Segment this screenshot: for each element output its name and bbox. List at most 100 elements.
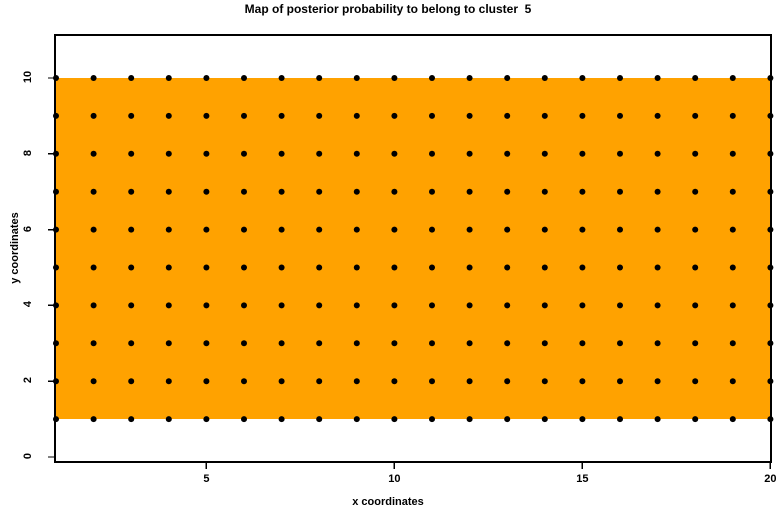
data-point (128, 340, 135, 347)
data-point (241, 416, 247, 423)
data-point (278, 416, 285, 423)
data-point (617, 188, 623, 195)
data-point (504, 264, 511, 271)
data-point (203, 112, 210, 119)
data-point (504, 378, 511, 385)
y-tick-label: 8 (22, 149, 34, 156)
x-tick-label: 5 (203, 473, 210, 485)
data-point (278, 112, 285, 119)
data-point (128, 112, 135, 119)
data-point (53, 302, 59, 309)
data-point (429, 264, 435, 271)
data-point (541, 188, 548, 195)
data-point (541, 340, 548, 347)
y-tick-label: 4 (22, 301, 34, 308)
data-point (241, 75, 247, 81)
data-point (729, 264, 736, 271)
data-point (767, 188, 774, 195)
data-point (316, 378, 323, 385)
data-point (729, 112, 736, 119)
data-point (617, 112, 623, 119)
data-point (203, 150, 210, 157)
data-point (692, 302, 699, 309)
data-point (692, 150, 699, 157)
data-point (278, 150, 285, 157)
data-point (466, 416, 473, 423)
data-point (617, 150, 623, 157)
data-point (203, 264, 210, 271)
data-point (278, 378, 285, 385)
data-point (579, 264, 586, 271)
data-point (316, 75, 323, 81)
data-point (654, 302, 661, 309)
data-point (203, 416, 210, 423)
data-point (53, 75, 59, 81)
data-point (90, 378, 97, 385)
data-point (241, 188, 247, 195)
data-point (579, 302, 586, 309)
data-point (654, 340, 661, 347)
data-point (466, 188, 473, 195)
data-point (203, 226, 210, 233)
data-point (692, 340, 699, 347)
data-point (617, 226, 623, 233)
data-point (504, 226, 511, 233)
data-point (353, 302, 360, 309)
data-point (692, 112, 699, 119)
data-point (53, 150, 59, 157)
data-point (391, 378, 398, 385)
data-point (541, 112, 548, 119)
data-point (504, 188, 511, 195)
data-point (165, 112, 172, 119)
data-point (767, 75, 774, 81)
data-point (692, 378, 699, 385)
data-point (466, 75, 473, 81)
data-point (654, 188, 661, 195)
data-point (504, 75, 511, 81)
data-point (165, 226, 172, 233)
data-point (767, 112, 774, 119)
data-point (165, 188, 172, 195)
data-point (53, 416, 59, 423)
data-point (391, 264, 398, 271)
data-point (278, 340, 285, 347)
data-point (767, 226, 774, 233)
data-point (316, 302, 323, 309)
data-point (541, 150, 548, 157)
data-point (90, 112, 97, 119)
data-point (466, 112, 473, 119)
plot-box-layer (54, 34, 772, 463)
data-point (579, 188, 586, 195)
y-axis-title: y coordinates (9, 212, 21, 284)
data-point (128, 416, 135, 423)
data-point (391, 112, 398, 119)
data-point (128, 378, 135, 385)
data-point (767, 150, 774, 157)
data-point (241, 378, 247, 385)
data-point (353, 75, 360, 81)
data-point (617, 302, 623, 309)
data-point (165, 378, 172, 385)
data-point (729, 416, 736, 423)
data-point (165, 302, 172, 309)
data-point (90, 302, 97, 309)
data-point (90, 416, 97, 423)
data-point (429, 188, 435, 195)
data-point (165, 75, 172, 81)
data-point (579, 416, 586, 423)
data-point (654, 150, 661, 157)
data-point (353, 264, 360, 271)
data-point (53, 340, 59, 347)
data-point (90, 188, 97, 195)
data-point (692, 75, 699, 81)
data-point (128, 264, 135, 271)
data-point (692, 416, 699, 423)
data-point (617, 378, 623, 385)
data-point (767, 378, 774, 385)
data-point (729, 150, 736, 157)
data-point (729, 188, 736, 195)
data-point (53, 188, 59, 195)
data-point (90, 226, 97, 233)
data-point (316, 416, 323, 423)
